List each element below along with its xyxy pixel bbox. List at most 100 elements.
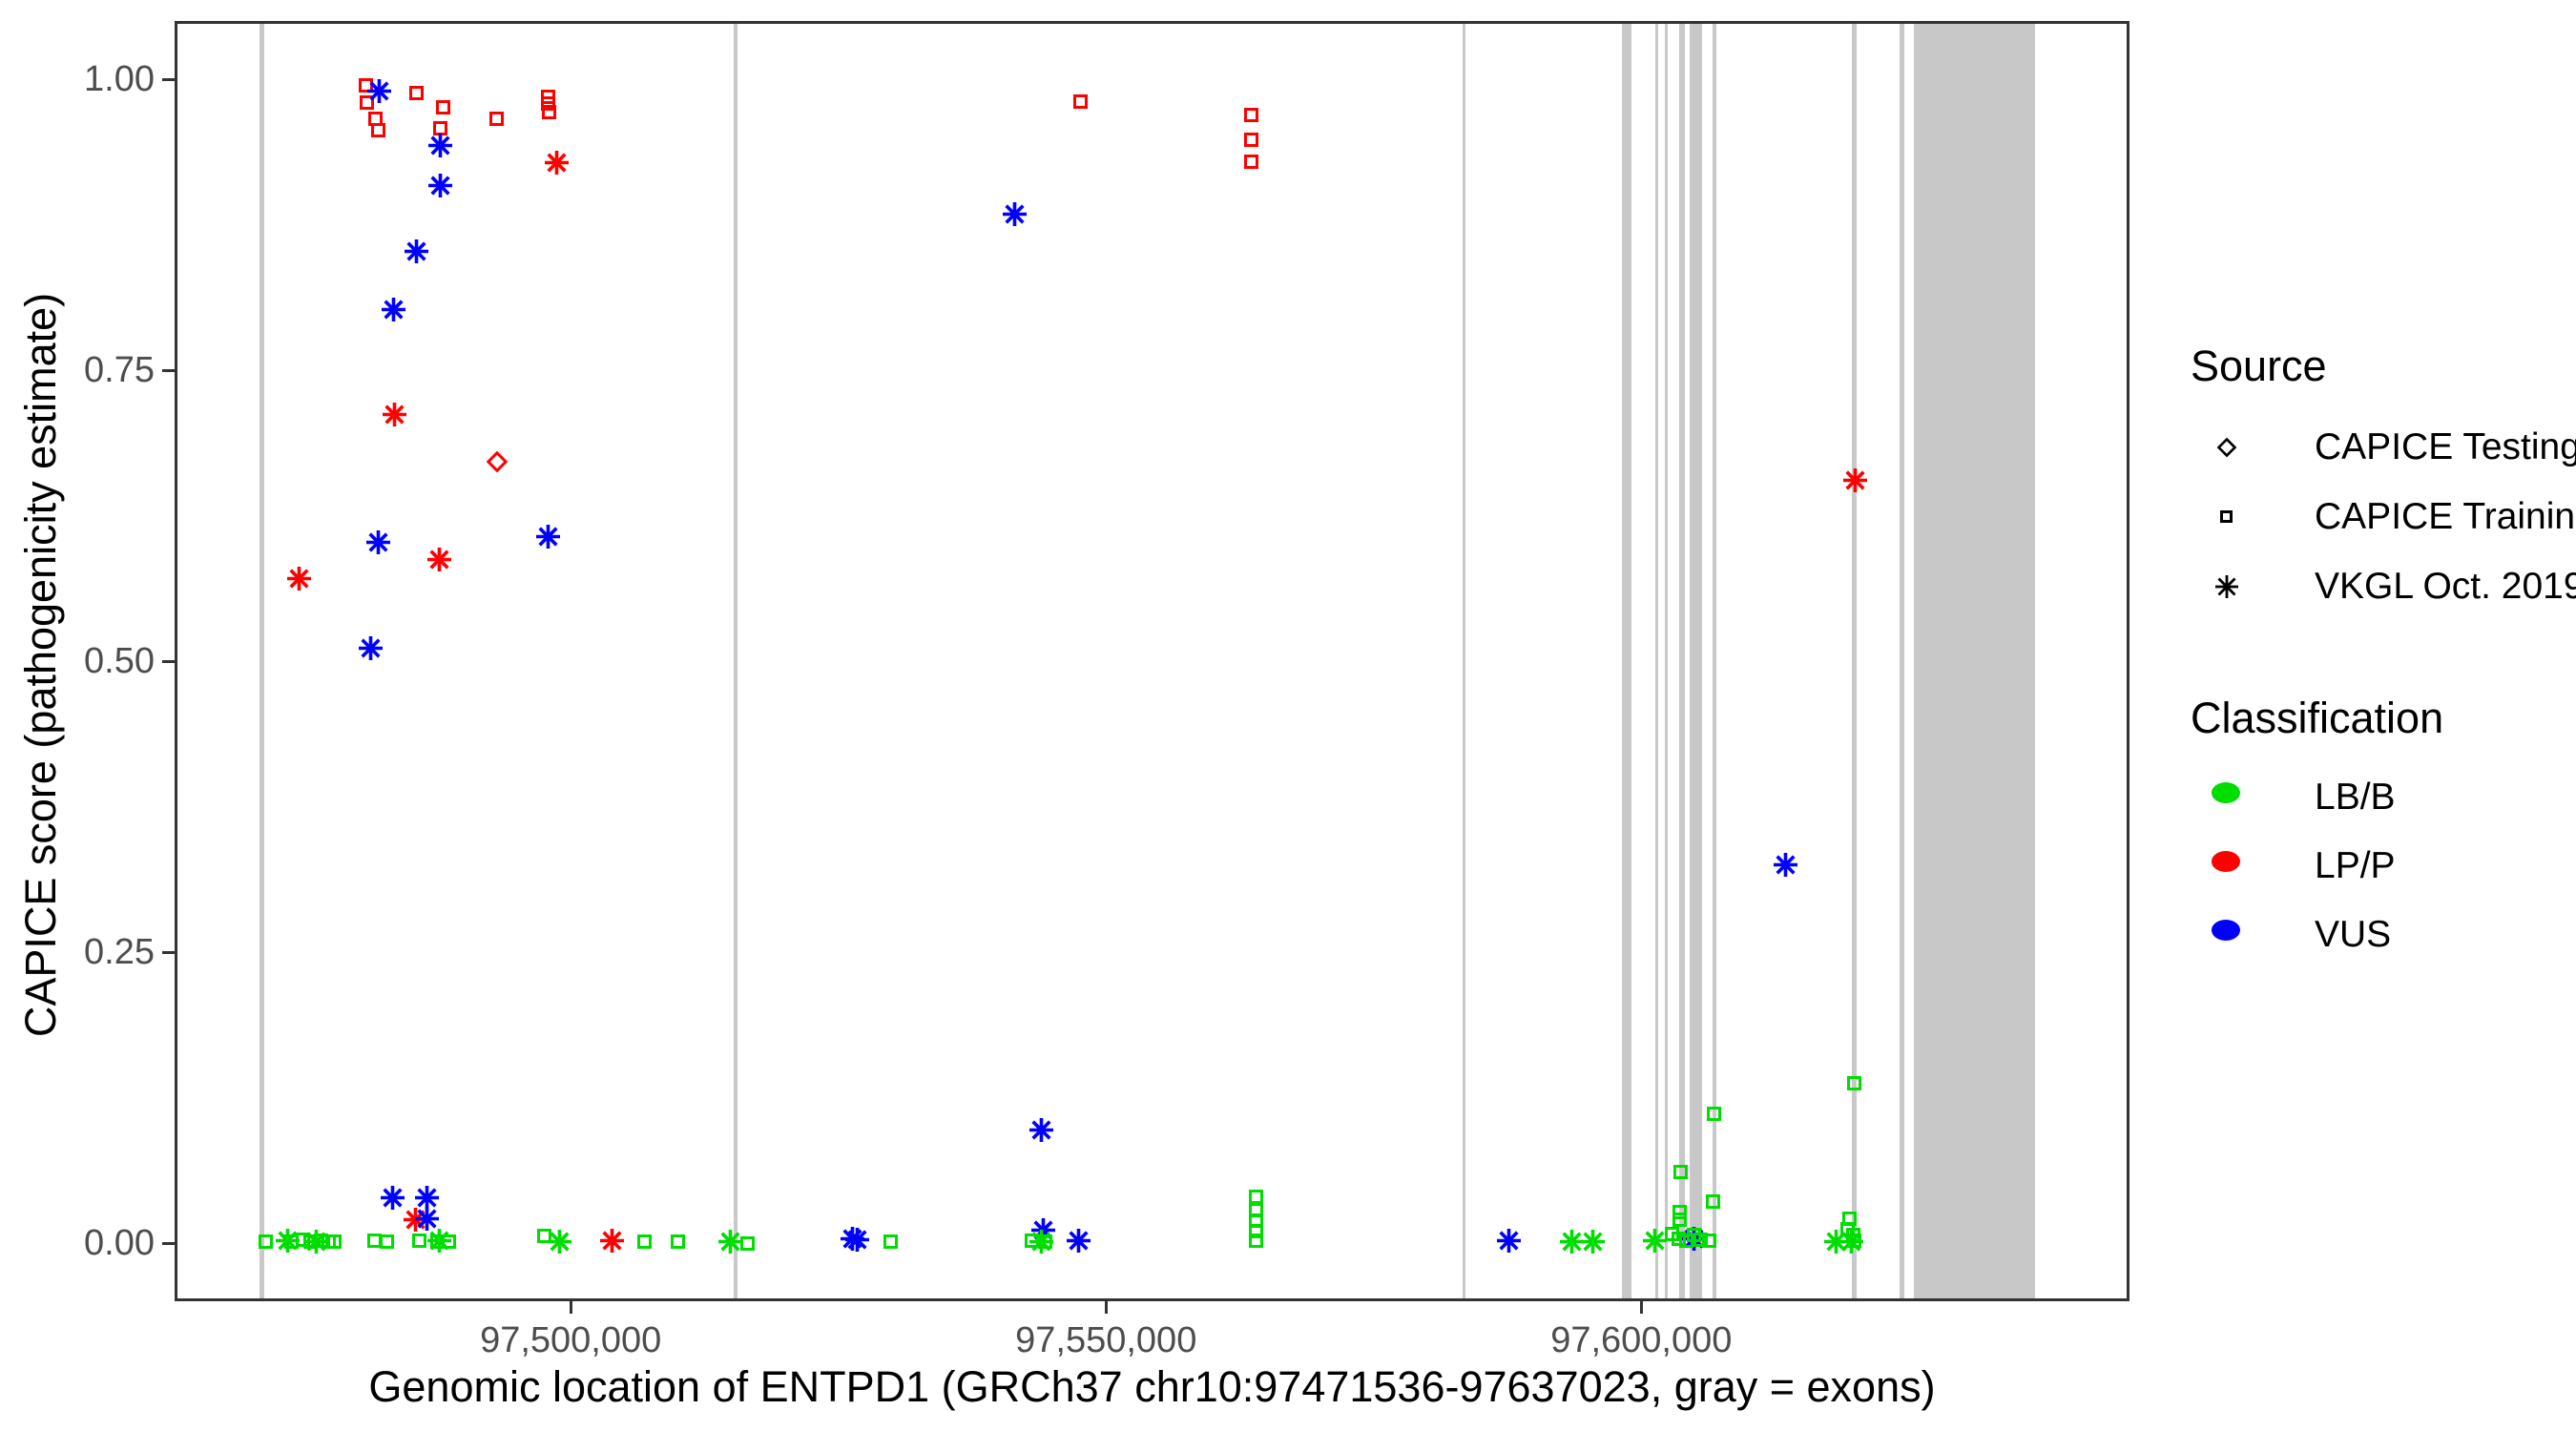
data-point bbox=[544, 150, 570, 176]
data-point bbox=[486, 451, 509, 473]
data-point bbox=[370, 123, 385, 138]
legend-item-label: LB/B bbox=[2315, 777, 2396, 818]
data-point bbox=[381, 297, 406, 322]
y-tick-mark bbox=[162, 77, 175, 81]
legend-item-label: VUS bbox=[2315, 914, 2392, 955]
data-point bbox=[358, 635, 384, 661]
exon-band bbox=[1622, 24, 1632, 1298]
data-point bbox=[547, 1229, 572, 1255]
exon-band bbox=[1900, 24, 1905, 1298]
y-tick-mark bbox=[162, 1241, 175, 1245]
data-point bbox=[414, 1206, 440, 1232]
exon-band bbox=[1852, 24, 1858, 1298]
data-point bbox=[426, 547, 452, 572]
data-point bbox=[1672, 1213, 1688, 1228]
data-point bbox=[1701, 1234, 1716, 1249]
exon-band bbox=[1689, 24, 1703, 1298]
data-point bbox=[408, 86, 424, 101]
y-tick-label: 0.75 bbox=[84, 350, 155, 390]
y-tick-label: 1.00 bbox=[84, 59, 155, 99]
data-point bbox=[1642, 1228, 1668, 1254]
data-point bbox=[1707, 1107, 1722, 1122]
data-point bbox=[541, 96, 556, 112]
y-tick-mark bbox=[162, 368, 175, 372]
data-point bbox=[1842, 467, 1868, 493]
y-tick-mark bbox=[162, 950, 175, 954]
data-point bbox=[1244, 108, 1259, 123]
legend-item-label: LP/P bbox=[2315, 845, 2396, 886]
exon-band bbox=[733, 24, 738, 1298]
data-point bbox=[1673, 1165, 1689, 1180]
data-point bbox=[1705, 1193, 1720, 1209]
data-point bbox=[541, 104, 556, 119]
data-point bbox=[1672, 1231, 1687, 1246]
x-axis-title: Genomic location of ENTPD1 (GRCh37 chr10… bbox=[368, 1362, 1936, 1411]
data-point bbox=[412, 1234, 427, 1249]
data-point bbox=[671, 1234, 686, 1250]
legend-classification-title: Classification bbox=[2191, 694, 2444, 742]
data-point bbox=[1559, 1229, 1585, 1255]
data-point bbox=[1002, 201, 1028, 227]
x-tick-label: 97,600,000 bbox=[1550, 1320, 1733, 1360]
y-axis-title: CAPICE score (pathogenicity estimate) bbox=[16, 292, 65, 1038]
data-point bbox=[427, 133, 453, 158]
data-point bbox=[360, 94, 375, 110]
x-tick-mark bbox=[1104, 1301, 1108, 1314]
data-point bbox=[380, 1185, 405, 1211]
exon-band bbox=[1664, 24, 1669, 1298]
data-point bbox=[1028, 1117, 1054, 1143]
exon-band bbox=[1712, 24, 1716, 1298]
data-point bbox=[1066, 1228, 1091, 1254]
plot-panel bbox=[175, 21, 2129, 1301]
data-point bbox=[1244, 132, 1259, 147]
legend-item-label: CAPICE Training bbox=[2315, 496, 2576, 537]
x-tick-mark bbox=[1639, 1301, 1643, 1314]
data-point bbox=[1244, 155, 1259, 170]
x-tick-mark bbox=[569, 1301, 572, 1314]
y-tick-mark bbox=[162, 659, 175, 663]
lbb-dot-icon bbox=[2212, 782, 2240, 803]
data-point bbox=[1028, 1229, 1054, 1255]
data-point bbox=[1248, 1189, 1263, 1204]
y-tick-label: 0.25 bbox=[84, 932, 155, 972]
data-point bbox=[414, 1185, 440, 1211]
data-point bbox=[380, 1234, 395, 1250]
data-point bbox=[1580, 1229, 1606, 1255]
data-point bbox=[1693, 1232, 1708, 1247]
legend-item-label: CAPICE Testing bbox=[2315, 426, 2576, 467]
legend: Source CAPICE Testing CAPICE Training bbox=[2191, 0, 2576, 1431]
data-point bbox=[286, 566, 312, 591]
data-point bbox=[365, 529, 391, 555]
data-point bbox=[883, 1234, 898, 1250]
x-tick-label: 97,550,000 bbox=[1015, 1320, 1197, 1360]
data-point bbox=[426, 1228, 452, 1254]
data-point bbox=[535, 524, 561, 550]
data-point bbox=[536, 1229, 551, 1244]
data-point bbox=[382, 402, 407, 427]
data-point bbox=[275, 1228, 301, 1254]
data-point bbox=[1248, 1234, 1263, 1249]
data-point bbox=[717, 1229, 743, 1255]
data-point bbox=[1248, 1224, 1263, 1239]
vus-dot-icon bbox=[2212, 920, 2240, 941]
y-tick-label: 0.50 bbox=[84, 641, 155, 681]
data-point bbox=[636, 1234, 652, 1250]
exon-band bbox=[1462, 24, 1466, 1298]
data-point bbox=[366, 78, 392, 104]
data-point bbox=[1496, 1228, 1522, 1254]
data-point bbox=[303, 1229, 329, 1255]
data-point bbox=[1839, 1229, 1864, 1255]
exon-band bbox=[1654, 24, 1659, 1298]
data-point bbox=[258, 1234, 273, 1250]
data-point bbox=[327, 1234, 343, 1250]
lpp-dot-icon bbox=[2212, 851, 2240, 872]
exon-band bbox=[1914, 24, 2036, 1298]
data-point bbox=[404, 238, 429, 264]
exon-band bbox=[259, 24, 265, 1298]
exon-band bbox=[1678, 24, 1686, 1298]
x-tick-label: 97,500,000 bbox=[480, 1320, 662, 1360]
data-point bbox=[1072, 93, 1088, 109]
y-tick-label: 0.00 bbox=[84, 1223, 155, 1263]
data-point bbox=[436, 99, 451, 114]
